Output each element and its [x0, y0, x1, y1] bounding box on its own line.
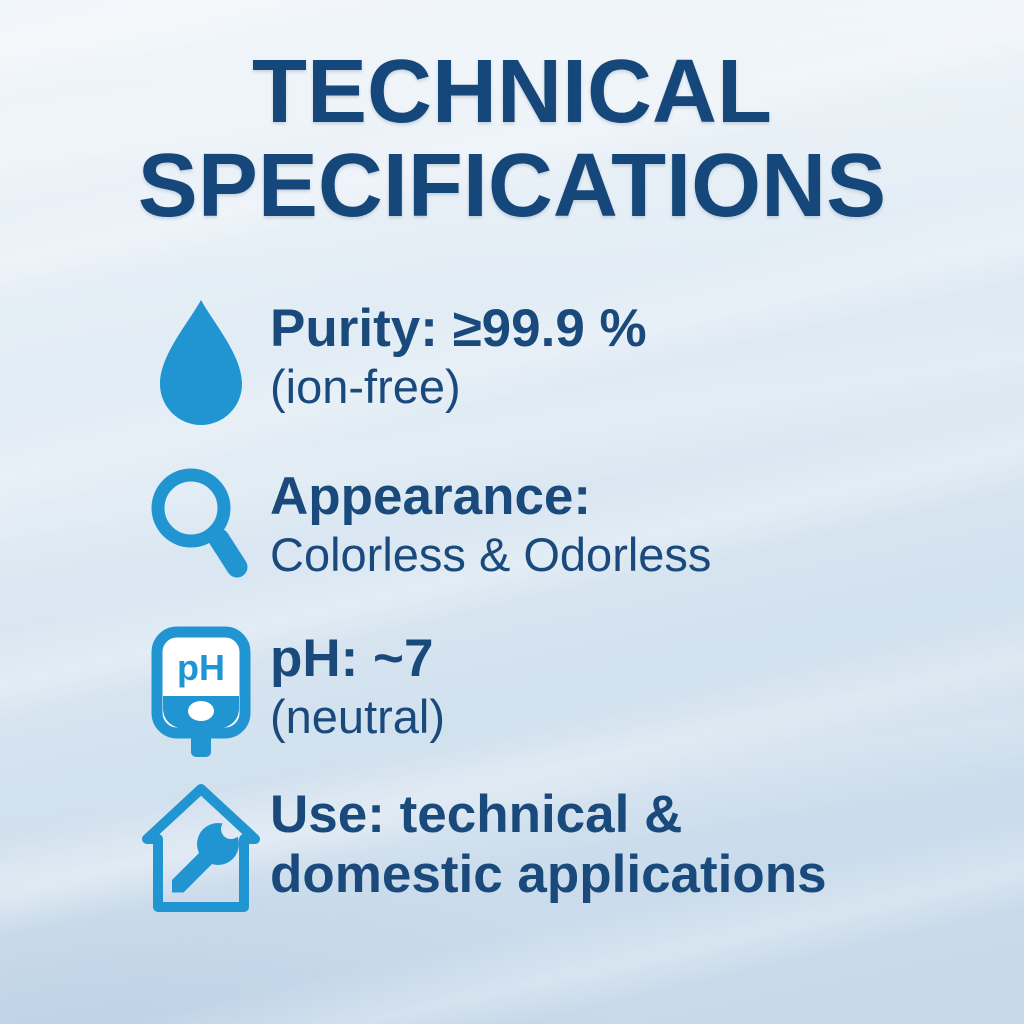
ph-meter-icon-label: pH: [177, 647, 225, 688]
spec-row-purity: Purity: ≥99.9 % (ion-free): [138, 296, 647, 428]
spec-secondary-appearance: Colorless & Odorless: [270, 528, 712, 582]
spec-secondary-ph: (neutral): [270, 690, 446, 744]
spec-primary-ph: pH: ~7: [270, 629, 434, 688]
spec-secondary-use: domestic applications: [270, 845, 827, 905]
spec-secondary-purity: (ion-free): [270, 360, 461, 414]
spec-primary-purity: Purity: ≥99.9 %: [270, 299, 647, 358]
spec-text-appearance: Appearance: Colorless & Odorless: [270, 464, 711, 582]
spec-text-purity: Purity: ≥99.9 % (ion-free): [270, 296, 647, 414]
spec-row-appearance: Appearance: Colorless & Odorless: [138, 464, 711, 594]
page-title: TECHNICAL SPECIFICATIONS: [0, 42, 1024, 236]
spec-row-ph: pH pH: ~7 (neutral): [138, 626, 445, 762]
magnifying-glass-icon: [138, 464, 264, 594]
spec-primary-use: Use: technical &: [270, 785, 683, 844]
title-line-2: SPECIFICATIONS: [137, 135, 887, 236]
spec-primary-appearance: Appearance:: [270, 467, 592, 526]
title-line-1: TECHNICAL: [252, 42, 772, 142]
spec-text-use: Use: technical & domestic applications: [270, 782, 827, 905]
water-drop-icon: [138, 296, 264, 428]
spec-row-use: Use: technical & domestic applications: [138, 782, 827, 914]
ph-meter-icon: pH: [138, 626, 264, 762]
spec-text-ph: pH: ~7 (neutral): [270, 626, 445, 744]
house-wrench-icon: [138, 782, 264, 914]
